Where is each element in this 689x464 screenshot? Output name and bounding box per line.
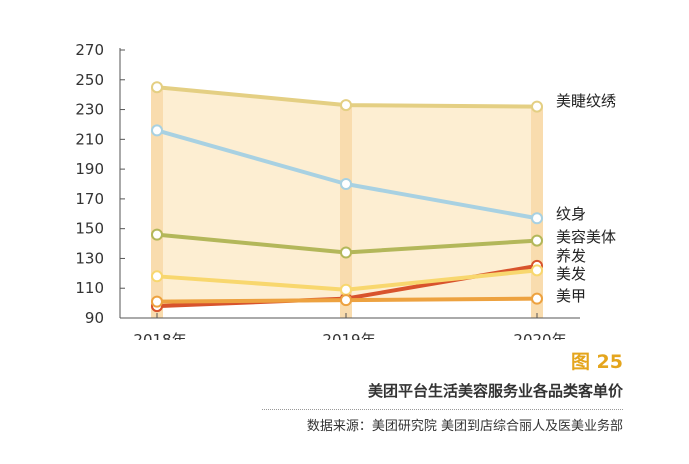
series-label: 美发 xyxy=(556,265,586,283)
series-label: 美睫纹绣 xyxy=(556,92,616,110)
data-point xyxy=(340,99,352,112)
series-label: 美甲 xyxy=(556,287,586,305)
figure-number: 图 25 xyxy=(570,351,623,373)
data-point xyxy=(340,283,352,296)
series-label: 养发 xyxy=(556,247,586,265)
data-point xyxy=(340,246,352,259)
data-point xyxy=(531,100,543,113)
series-points xyxy=(151,81,543,313)
column-highlight-1 xyxy=(340,105,352,318)
series-label: 纹身 xyxy=(556,205,586,223)
x-tick-label: 2019年 xyxy=(322,331,375,340)
y-tick-label: 150 xyxy=(75,220,104,238)
y-tick-label: 130 xyxy=(75,249,104,267)
y-tick-label: 250 xyxy=(75,71,104,89)
data-point xyxy=(151,124,163,137)
y-axis-ticks: 90 110 130 150 170 190 210 230 250 270 xyxy=(75,41,125,327)
y-tick-label: 210 xyxy=(75,130,104,148)
y-tick-label: 90 xyxy=(85,309,104,327)
data-point xyxy=(531,234,543,247)
data-source: 数据来源：美团研究院 美团到店综合丽人及医美业务部 xyxy=(306,419,623,434)
data-point xyxy=(151,81,163,94)
figure-title: 美团平台生活美容服务业各品类客单价 xyxy=(367,382,623,400)
data-point xyxy=(531,212,543,225)
series-label: 美容美体 xyxy=(556,228,616,246)
column-highlight-0 xyxy=(151,87,163,318)
data-point xyxy=(151,270,163,283)
data-point xyxy=(151,228,163,241)
divider-line xyxy=(262,409,623,410)
axes xyxy=(119,48,580,319)
y-tick-label: 270 xyxy=(75,41,104,59)
x-tick-label: 2020年 xyxy=(513,331,566,340)
x-axis-ticks: 2018年 2019年 2020年 xyxy=(133,313,567,340)
data-point xyxy=(531,264,543,277)
data-point xyxy=(340,178,352,190)
y-tick-label: 190 xyxy=(75,160,104,178)
y-tick-label: 110 xyxy=(75,279,104,297)
data-point xyxy=(151,295,163,308)
line-chart: 90 110 130 150 170 190 210 230 250 270 2018年 2019年… xyxy=(75,41,616,340)
data-point xyxy=(340,294,352,307)
x-tick-label: 2018年 xyxy=(133,331,186,340)
y-tick-label: 170 xyxy=(75,190,104,208)
y-tick-label: 230 xyxy=(75,101,104,119)
data-point xyxy=(531,292,543,305)
